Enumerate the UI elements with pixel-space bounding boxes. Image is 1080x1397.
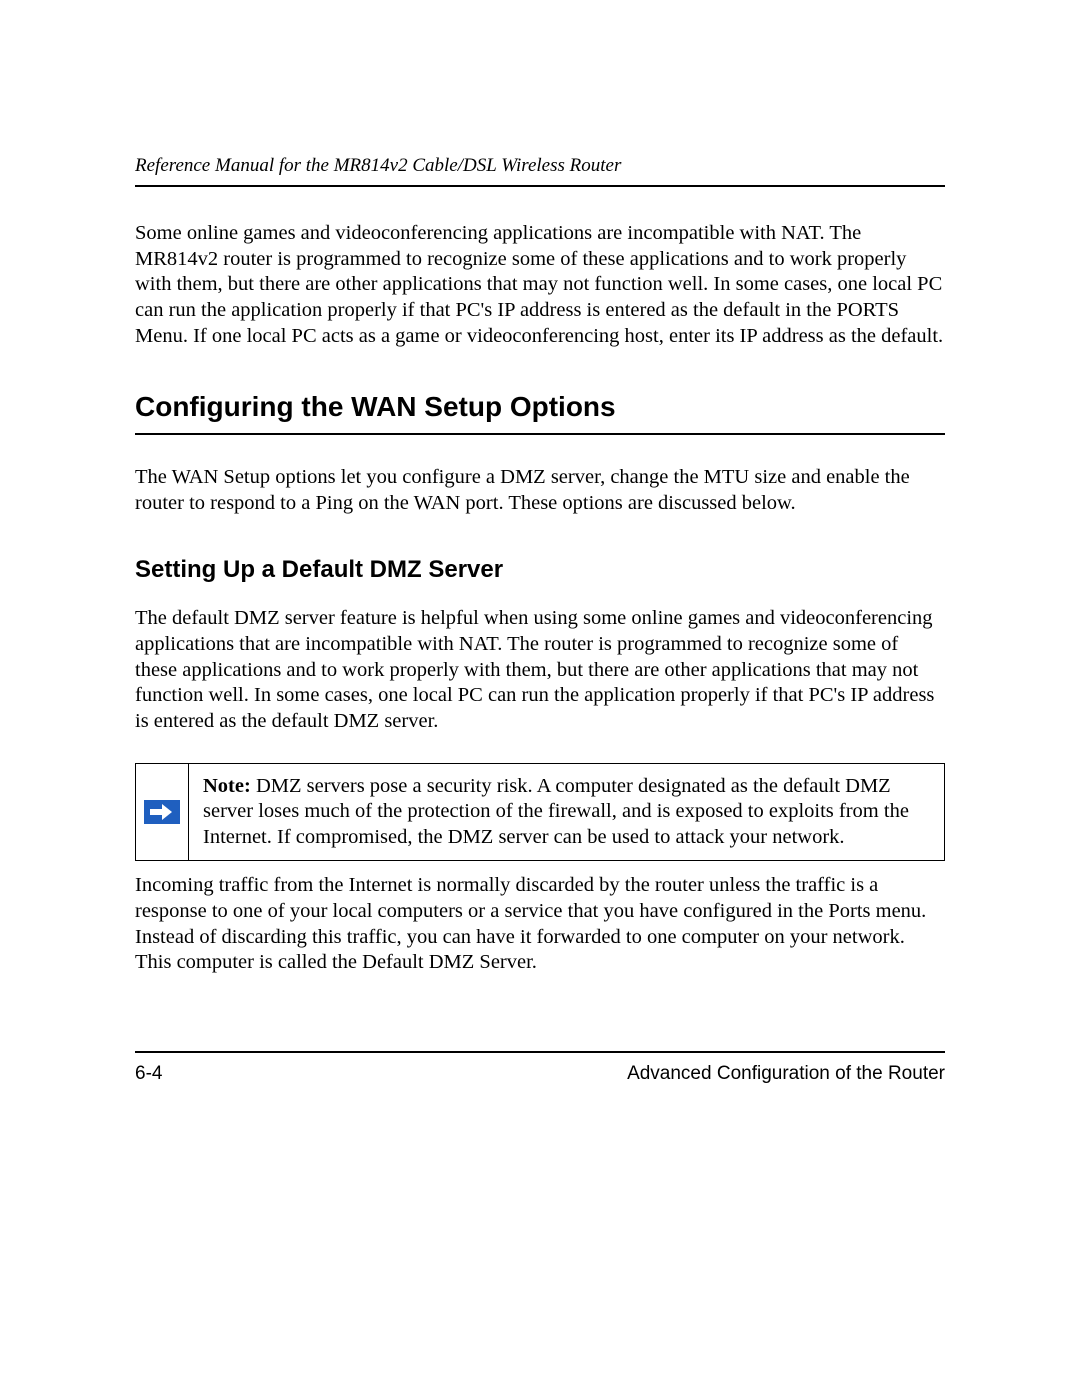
- arrow-right-icon: [144, 800, 180, 824]
- after-note-paragraph: Incoming traffic from the Internet is no…: [135, 873, 945, 976]
- page-number: 6-4: [135, 1063, 162, 1085]
- intro-paragraph: Some online games and videoconferencing …: [135, 221, 945, 349]
- section-paragraph: The WAN Setup options let you configure …: [135, 465, 945, 516]
- subsection-paragraph: The default DMZ server feature is helpfu…: [135, 606, 945, 734]
- page: Reference Manual for the MR814v2 Cable/D…: [0, 0, 1080, 1397]
- running-header: Reference Manual for the MR814v2 Cable/D…: [135, 155, 945, 187]
- note-body: DMZ servers pose a security risk. A comp…: [203, 775, 909, 848]
- note-text: Note: DMZ servers pose a security risk. …: [189, 764, 944, 861]
- footer-row: 6-4 Advanced Configuration of the Router: [135, 1063, 945, 1085]
- subsection-heading-dmz: Setting Up a Default DMZ Server: [135, 556, 945, 584]
- arrow-head: [162, 804, 172, 820]
- page-footer: 6-4 Advanced Configuration of the Router: [135, 1051, 945, 1085]
- note-icon-cell: [136, 764, 189, 861]
- section-heading-wan-setup: Configuring the WAN Setup Options: [135, 391, 945, 435]
- chapter-title: Advanced Configuration of the Router: [627, 1063, 945, 1085]
- footer-rule: [135, 1051, 945, 1053]
- note-label: Note:: [203, 775, 251, 797]
- note-box: Note: DMZ servers pose a security risk. …: [135, 763, 945, 862]
